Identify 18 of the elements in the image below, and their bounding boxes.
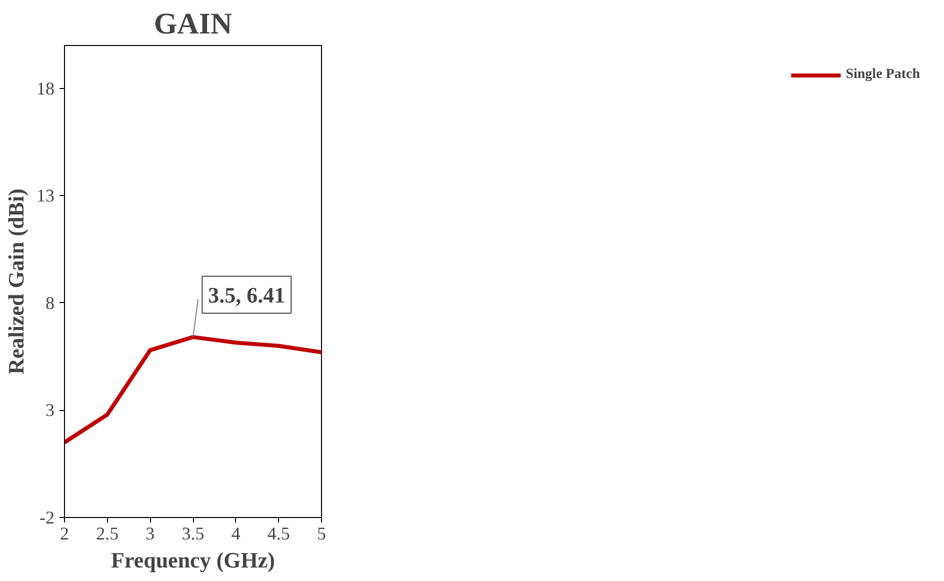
y-tick-label: -2: [40, 508, 55, 528]
y-axis-title: Realized Gain (dBi): [4, 188, 28, 374]
x-tick-label: 4.5: [267, 524, 290, 544]
y-tick-label: 13: [36, 186, 54, 206]
x-tick-label: 3: [146, 524, 155, 544]
x-axis-title: Frequency (GHz): [111, 548, 275, 572]
y-tick-label: 8: [46, 292, 54, 313]
y-tick-label: 3: [46, 400, 54, 420]
line-series: [64, 335, 322, 444]
x-tick-label: 2: [60, 524, 69, 544]
x-tick-label: 2.5: [96, 524, 119, 544]
annotation: 3.5, 6.41: [208, 282, 286, 308]
x-tick-label: 4: [231, 524, 240, 544]
x-tick-label: 5: [317, 524, 326, 544]
legend-label: Single Patch: [846, 67, 920, 83]
chart-title: GAIN: [154, 8, 233, 40]
x-tick-label: 3.5: [182, 524, 204, 544]
y-tick-label: 18: [36, 78, 54, 98]
